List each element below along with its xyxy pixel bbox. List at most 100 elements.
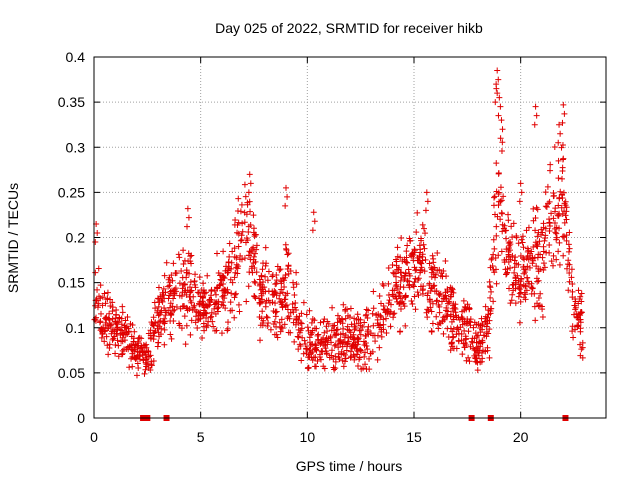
data-point (519, 233, 526, 240)
data-point (568, 266, 575, 273)
data-point (391, 310, 398, 317)
data-point (490, 298, 497, 305)
data-point (236, 308, 243, 315)
data-point (378, 328, 385, 335)
data-point (264, 322, 271, 329)
data-point (243, 298, 250, 305)
data-point (107, 296, 114, 303)
data-point (551, 225, 558, 232)
data-point (262, 303, 269, 310)
data-point (183, 269, 190, 276)
data-point (262, 273, 269, 280)
data-point (141, 370, 148, 377)
data-point (542, 235, 549, 242)
data-point (115, 353, 122, 360)
data-point (578, 290, 585, 297)
x-tick-label: 15 (406, 429, 422, 445)
data-point (495, 170, 502, 177)
data-point (535, 251, 542, 258)
data-point (208, 313, 215, 320)
data-point (408, 298, 415, 305)
data-point (251, 278, 258, 285)
data-point (419, 221, 426, 228)
data-point (291, 291, 298, 298)
data-point (237, 237, 244, 244)
data-point (351, 356, 358, 363)
data-point (546, 222, 553, 229)
data-point (305, 351, 312, 358)
data-point (506, 285, 513, 292)
data-point (114, 330, 121, 337)
data-point (155, 312, 162, 319)
data-point (559, 233, 566, 240)
data-point (340, 301, 347, 308)
data-point (250, 212, 257, 219)
data-point (360, 338, 367, 345)
data-point (532, 317, 539, 324)
data-point (363, 332, 370, 339)
x-tick-label: 5 (197, 429, 205, 445)
data-point (487, 294, 494, 301)
data-point (453, 331, 460, 338)
data-point (267, 326, 274, 333)
data-point (235, 243, 242, 250)
data-point (494, 213, 501, 220)
data-point (520, 244, 527, 251)
data-point (555, 248, 562, 255)
data-point (434, 267, 441, 274)
data-point (369, 348, 376, 355)
data-point (173, 303, 180, 310)
data-point (214, 250, 221, 257)
data-point (557, 188, 564, 195)
data-point (231, 294, 238, 301)
data-point (529, 285, 536, 292)
data-point (407, 237, 414, 244)
data-point (499, 210, 506, 217)
data-point (161, 272, 168, 279)
data-point (421, 225, 428, 232)
data-point (413, 229, 420, 236)
data-point (171, 290, 178, 297)
data-point (562, 212, 569, 219)
data-point (235, 301, 242, 308)
data-point (347, 305, 354, 312)
data-point (314, 332, 321, 339)
data-point (534, 206, 541, 213)
data-point (340, 325, 347, 332)
y-tick-label: 0.05 (58, 365, 85, 381)
data-point (276, 319, 283, 326)
data-point (429, 320, 436, 327)
data-point (196, 274, 203, 281)
data-point (513, 233, 520, 240)
data-point (419, 251, 426, 258)
data-point (247, 208, 254, 215)
data-point (296, 329, 303, 336)
data-point (170, 260, 177, 267)
data-point (418, 260, 425, 267)
data-point (555, 175, 562, 182)
data-point (551, 219, 558, 226)
data-point (520, 282, 527, 289)
data-point (424, 314, 431, 321)
data-point (231, 274, 238, 281)
data-point (348, 344, 355, 351)
data-point (538, 303, 545, 310)
data-point (364, 346, 371, 353)
data-point (283, 184, 289, 191)
data-point (386, 297, 393, 304)
data-point (203, 323, 210, 330)
data-point (99, 302, 106, 309)
data-point (92, 269, 99, 276)
data-point (448, 340, 455, 347)
data-point (555, 212, 562, 219)
data-point (189, 307, 196, 314)
data-point (229, 248, 236, 255)
data-point (528, 290, 535, 297)
data-point (222, 288, 229, 295)
data-point (282, 303, 289, 310)
data-point (575, 287, 582, 294)
data-point (158, 297, 165, 304)
data-point (131, 328, 138, 335)
data-point (389, 261, 396, 268)
data-point (318, 339, 325, 346)
